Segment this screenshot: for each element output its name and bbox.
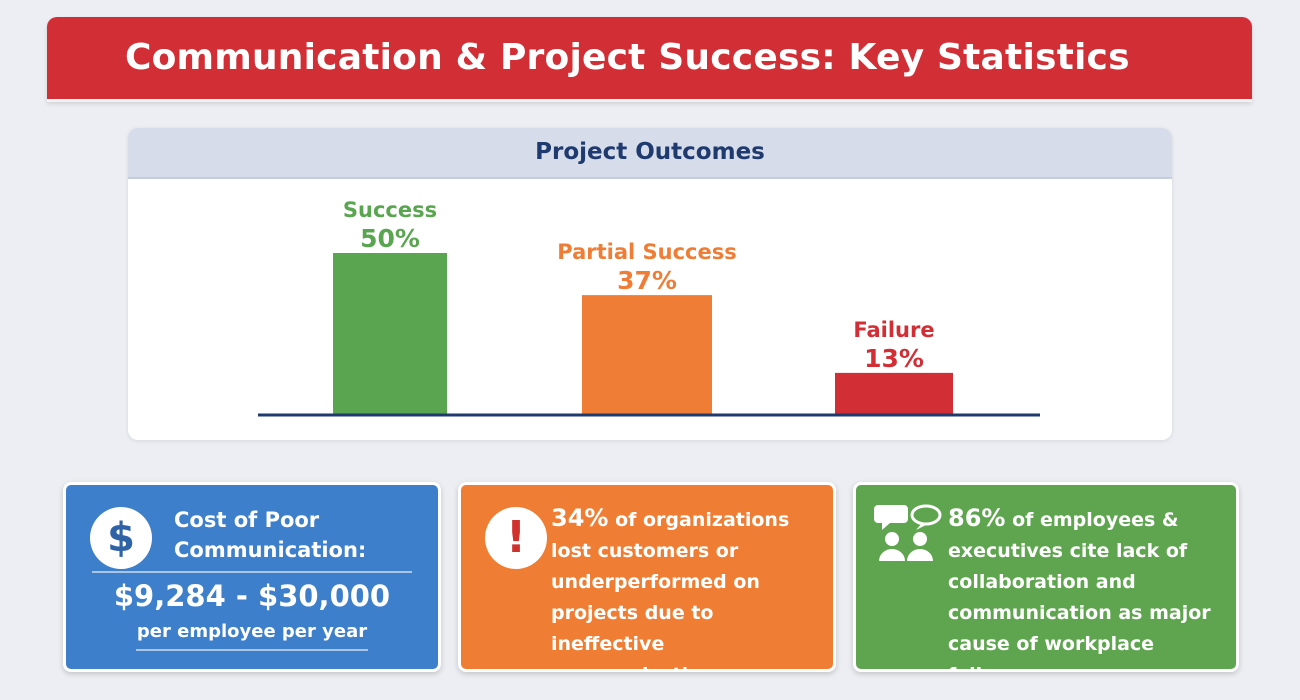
chart-panel: Project Outcomes Success 50% Partial Succe… [128,128,1172,440]
cost-card-title: Cost of Poor Communication: [174,508,367,562]
cost-period: per employee per year [136,621,368,642]
bar-partial-success [582,295,712,415]
collaboration-card: 86% of employees & executives cite lack … [853,482,1239,672]
cost-amount: $9,284 - $30,000 [113,579,391,613]
category-label: Partial Success [557,240,736,264]
customers-description: of organizations lost customers or under… [551,509,790,669]
collaboration-card-text: 86% of employees & executives cite lack … [948,503,1236,669]
collaboration-description: of employees & executives cite lack of c… [948,509,1211,669]
cost-divider-bottom [136,649,368,651]
customers-card-text: 34% of organizations lost customers or u… [551,503,833,669]
customers-stat: 34% [551,504,609,532]
category-label: Success [343,198,437,222]
page-title: Communication & Project Success: Key Sta… [125,37,1130,78]
cost-card: $ Cost of Poor Communication: $9,284 - $… [63,482,441,672]
chart-title-bar: Project Outcomes [128,128,1172,177]
collaboration-stat: 86% [948,504,1006,532]
header-banner: Communication & Project Success: Key Sta… [47,17,1252,102]
chart-title: Project Outcomes [535,139,765,165]
exclamation-icon: ! [485,507,547,569]
cost-divider-top [92,571,412,573]
value-label: 50% [360,224,420,253]
people-chat-icon [874,504,942,561]
bar-failure [835,372,953,415]
value-label: 37% [617,266,677,295]
customers-card: ! 34% of organizations lost customers or… [458,482,836,672]
bar-success [333,253,447,415]
dollar-icon: $ [90,507,152,569]
category-label: Failure [853,318,934,342]
value-label: 13% [864,344,924,373]
chart-divider [128,177,1172,179]
